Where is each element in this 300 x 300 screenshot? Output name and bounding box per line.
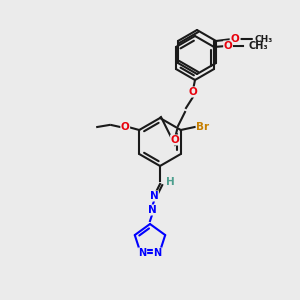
Text: Br: Br [196, 122, 209, 132]
Text: CH₃: CH₃ [254, 34, 272, 43]
Text: O: O [189, 87, 197, 97]
Text: N: N [139, 248, 147, 258]
Text: O: O [231, 34, 239, 44]
Text: N: N [148, 205, 156, 215]
Text: O: O [121, 122, 130, 132]
Text: N: N [153, 248, 161, 258]
Text: O: O [171, 135, 179, 145]
Text: H: H [166, 177, 174, 187]
Text: N: N [150, 191, 158, 201]
Text: CH₃: CH₃ [248, 41, 268, 51]
Text: O: O [224, 41, 233, 51]
